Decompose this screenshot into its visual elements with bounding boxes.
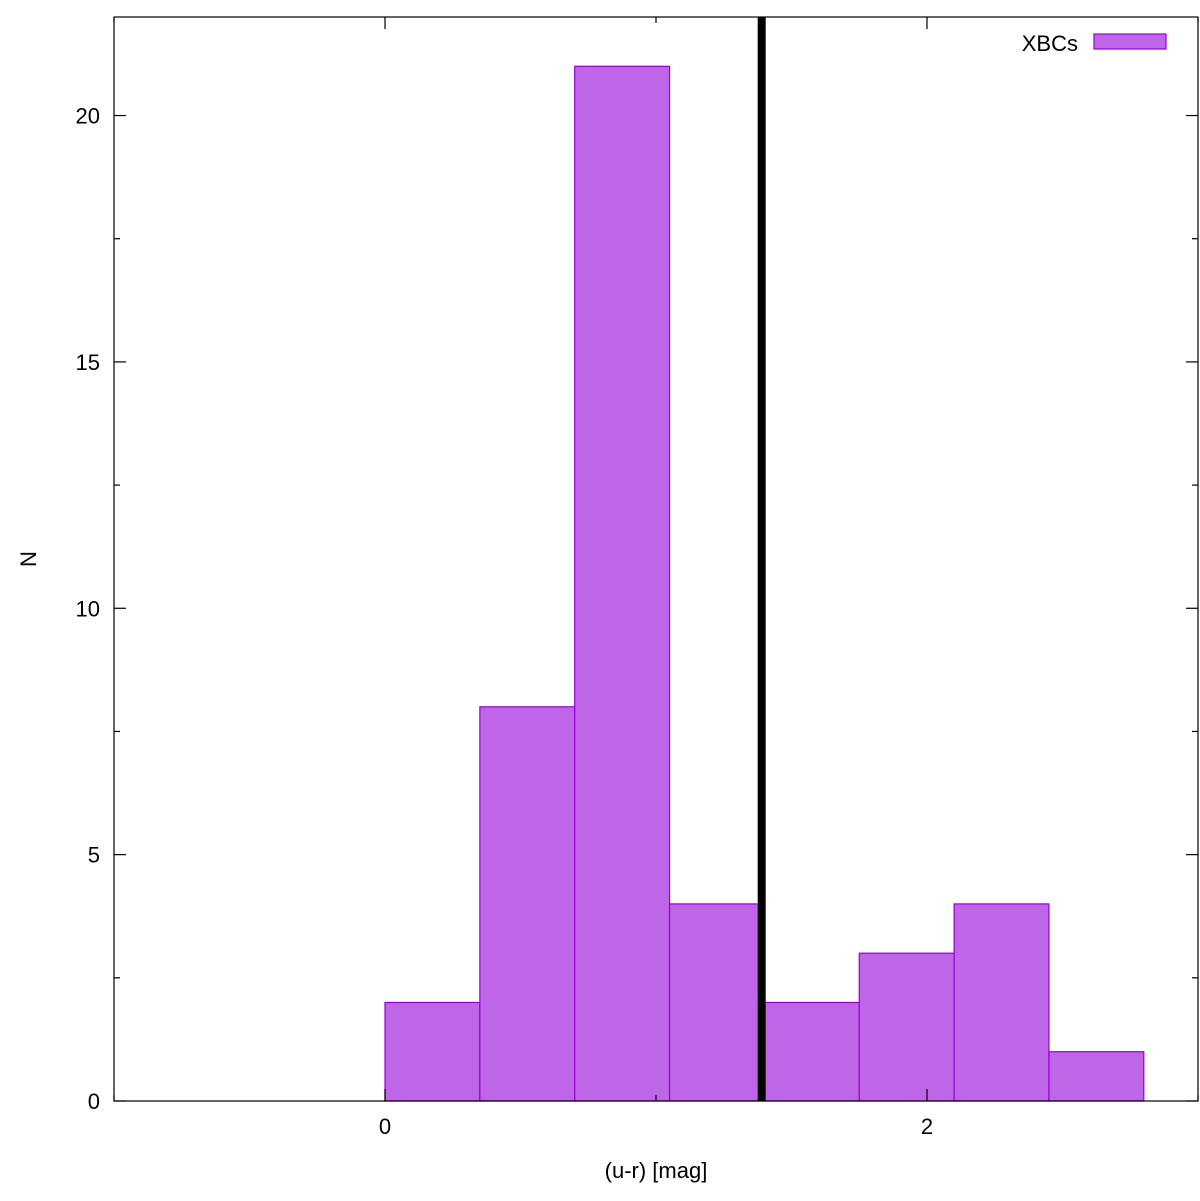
y-tick-label: 15 xyxy=(76,350,100,375)
legend-swatch xyxy=(1093,33,1167,50)
y-tick-label: 5 xyxy=(88,843,100,868)
histogram-bar-7 xyxy=(953,903,1050,1102)
legend: XBCs xyxy=(1022,31,1167,56)
histogram-bar-4 xyxy=(668,903,765,1102)
histogram-bar-5 xyxy=(763,1001,860,1102)
legend-label: XBCs xyxy=(1022,31,1078,56)
axis-ticks xyxy=(113,17,1199,1102)
x-tick-label: 0 xyxy=(379,1114,391,1139)
histogram-bar-6 xyxy=(858,952,955,1102)
histogram-bars xyxy=(384,65,1145,1102)
histogram-bar-1 xyxy=(384,1001,481,1102)
y-tick-label: 0 xyxy=(88,1089,100,1114)
x-tick-label: 2 xyxy=(921,1114,933,1139)
y-axis-label: N xyxy=(16,551,41,567)
histogram-bar-3 xyxy=(574,65,671,1102)
y-tick-label: 10 xyxy=(76,596,100,621)
histogram-bar-2 xyxy=(479,706,576,1102)
histogram-bar-8 xyxy=(1048,1051,1145,1102)
x-axis-label: (u-r) [mag] xyxy=(605,1158,708,1183)
y-tick-label: 20 xyxy=(76,104,100,129)
axis-tick-labels: 0 5 10 15 20 0 2 xyxy=(76,104,934,1139)
